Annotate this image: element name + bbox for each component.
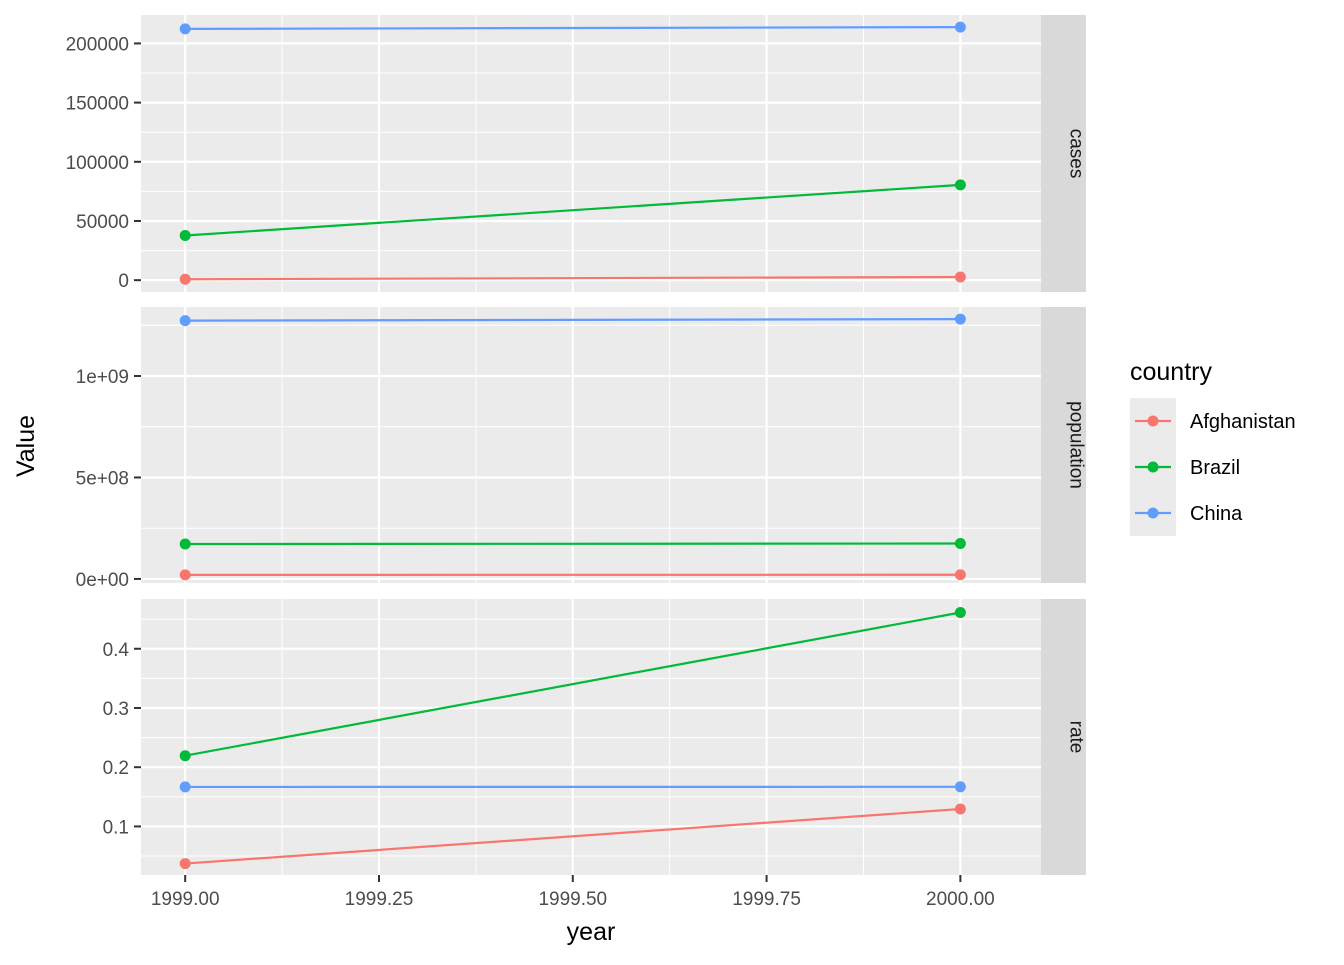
data-point-cases-brazil xyxy=(180,230,191,241)
x-tick-label: 1999.00 xyxy=(151,889,220,910)
x-tick-label: 1999.25 xyxy=(345,889,414,910)
data-point-rate-brazil xyxy=(955,607,966,618)
strip-label-cases: cases xyxy=(1066,129,1087,179)
legend-label-afghanistan: Afghanistan xyxy=(1190,411,1296,433)
data-point-cases-china xyxy=(180,23,191,34)
y-tick-label: 5e+08 xyxy=(76,468,129,489)
x-axis-title: year xyxy=(567,918,616,946)
legend-label-brazil: Brazil xyxy=(1190,457,1240,479)
y-tick-label: 0.1 xyxy=(103,817,129,838)
data-point-population-china xyxy=(955,314,966,325)
y-tick-label: 0.2 xyxy=(103,758,129,779)
legend-key-point-afghanistan xyxy=(1148,416,1159,427)
legend-key-point-brazil xyxy=(1148,462,1159,473)
y-axis-title: Value xyxy=(12,415,40,477)
data-point-cases-afghanistan xyxy=(955,272,966,283)
y-tick-label: 0.4 xyxy=(103,640,130,661)
facet-rate: 0.1 0.2 0.3 0.4 rate xyxy=(103,599,1087,875)
series-line-population-brazil xyxy=(185,544,960,545)
panel-background-rate xyxy=(141,599,1041,875)
x-tick-label: 2000.00 xyxy=(926,889,995,910)
data-point-rate-afghanistan xyxy=(955,804,966,815)
y-tick-label: 0 xyxy=(118,271,129,292)
y-tick-label: 0e+00 xyxy=(76,570,129,591)
data-point-rate-afghanistan xyxy=(180,858,191,869)
y-tick-label: 1e+09 xyxy=(76,367,129,388)
data-point-population-afghanistan xyxy=(955,569,966,580)
panel-background-population xyxy=(141,307,1041,583)
legend-title: country xyxy=(1130,358,1212,386)
series-line-population-china xyxy=(185,319,960,321)
strip-label-rate: rate xyxy=(1066,721,1087,754)
y-tick-label: 0.3 xyxy=(103,699,129,720)
x-axis: 1999.00 1999.25 1999.50 1999.75 2000.00 xyxy=(151,875,995,910)
data-point-population-brazil xyxy=(180,539,191,550)
y-tick-label: 200000 xyxy=(66,34,129,55)
data-point-cases-china xyxy=(955,22,966,33)
facet-cases: 0 50000 100000 150000 200000 cases xyxy=(66,15,1087,292)
data-point-population-afghanistan xyxy=(180,569,191,580)
data-point-cases-afghanistan xyxy=(180,274,191,285)
data-point-population-china xyxy=(180,315,191,326)
y-tick-label: 50000 xyxy=(76,212,129,233)
facet-population: 0e+00 5e+08 1e+09 population xyxy=(76,307,1087,591)
y-tick-label: 150000 xyxy=(66,94,129,115)
data-point-population-brazil xyxy=(955,538,966,549)
legend-key-point-china xyxy=(1148,508,1159,519)
facet-panels: 0 50000 100000 150000 200000 cases 0e+00 5e+08 1… xyxy=(66,15,1087,875)
data-point-cases-brazil xyxy=(955,179,966,190)
x-tick-label: 1999.50 xyxy=(538,889,607,910)
legend-label-china: China xyxy=(1190,503,1243,525)
strip-label-population: population xyxy=(1066,401,1087,489)
data-point-rate-china xyxy=(955,781,966,792)
data-point-rate-brazil xyxy=(180,750,191,761)
legend: country Afghanistan Brazil China xyxy=(1130,358,1296,536)
y-tick-label: 100000 xyxy=(66,153,129,174)
data-point-rate-china xyxy=(180,781,191,792)
x-tick-label: 1999.75 xyxy=(732,889,801,910)
